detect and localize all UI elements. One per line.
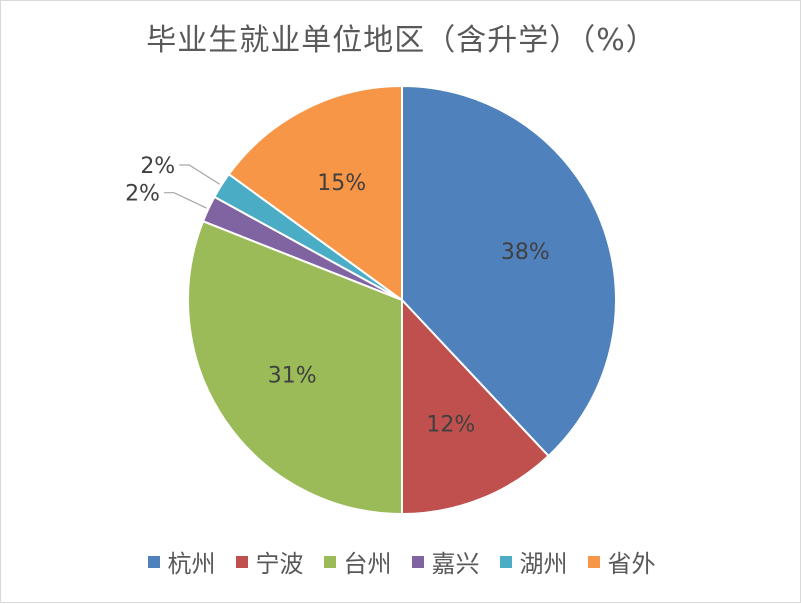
- legend-label: 台州: [343, 550, 392, 578]
- legend-swatch: [147, 555, 160, 568]
- data-label-省外: 15%: [317, 171, 366, 196]
- data-label-杭州: 38%: [501, 240, 550, 265]
- legend-item-宁波: 宁波: [235, 544, 304, 579]
- legend-label: 宁波: [255, 550, 304, 578]
- pie-slice-台州: [187, 219, 403, 516]
- legend-label: 湖州: [519, 550, 568, 578]
- legend-item-嘉兴: 嘉兴: [411, 544, 480, 579]
- chart-title: 毕业生就业单位地区（含升学）（%）: [146, 23, 657, 58]
- legend-swatch: [411, 555, 424, 568]
- legend-label: 杭州: [167, 550, 216, 578]
- legend-label: 嘉兴: [431, 550, 480, 578]
- pie-slice-宁波: [401, 297, 550, 516]
- legend: 杭州 宁波 台州 嘉兴 湖州 省外: [1, 544, 801, 579]
- legend-item-杭州: 杭州: [147, 544, 216, 579]
- data-label-嘉兴: 2%: [125, 182, 160, 207]
- legend-label: 省外: [607, 550, 656, 578]
- data-label-台州: 31%: [268, 364, 317, 389]
- legend-item-湖州: 湖州: [499, 544, 568, 579]
- leader-line-湖州: [179, 164, 220, 185]
- data-label-湖州: 2%: [140, 154, 175, 179]
- data-label-宁波: 12%: [426, 412, 475, 437]
- leader-line-嘉兴: [163, 192, 207, 209]
- legend-swatch: [499, 555, 512, 568]
- legend-item-台州: 台州: [323, 544, 392, 579]
- pie-slice-杭州: [401, 84, 617, 458]
- legend-swatch: [235, 555, 248, 568]
- legend-item-省外: 省外: [587, 544, 656, 579]
- legend-swatch: [323, 555, 336, 568]
- pie-slice-省外: [227, 84, 403, 302]
- legend-swatch: [587, 555, 600, 568]
